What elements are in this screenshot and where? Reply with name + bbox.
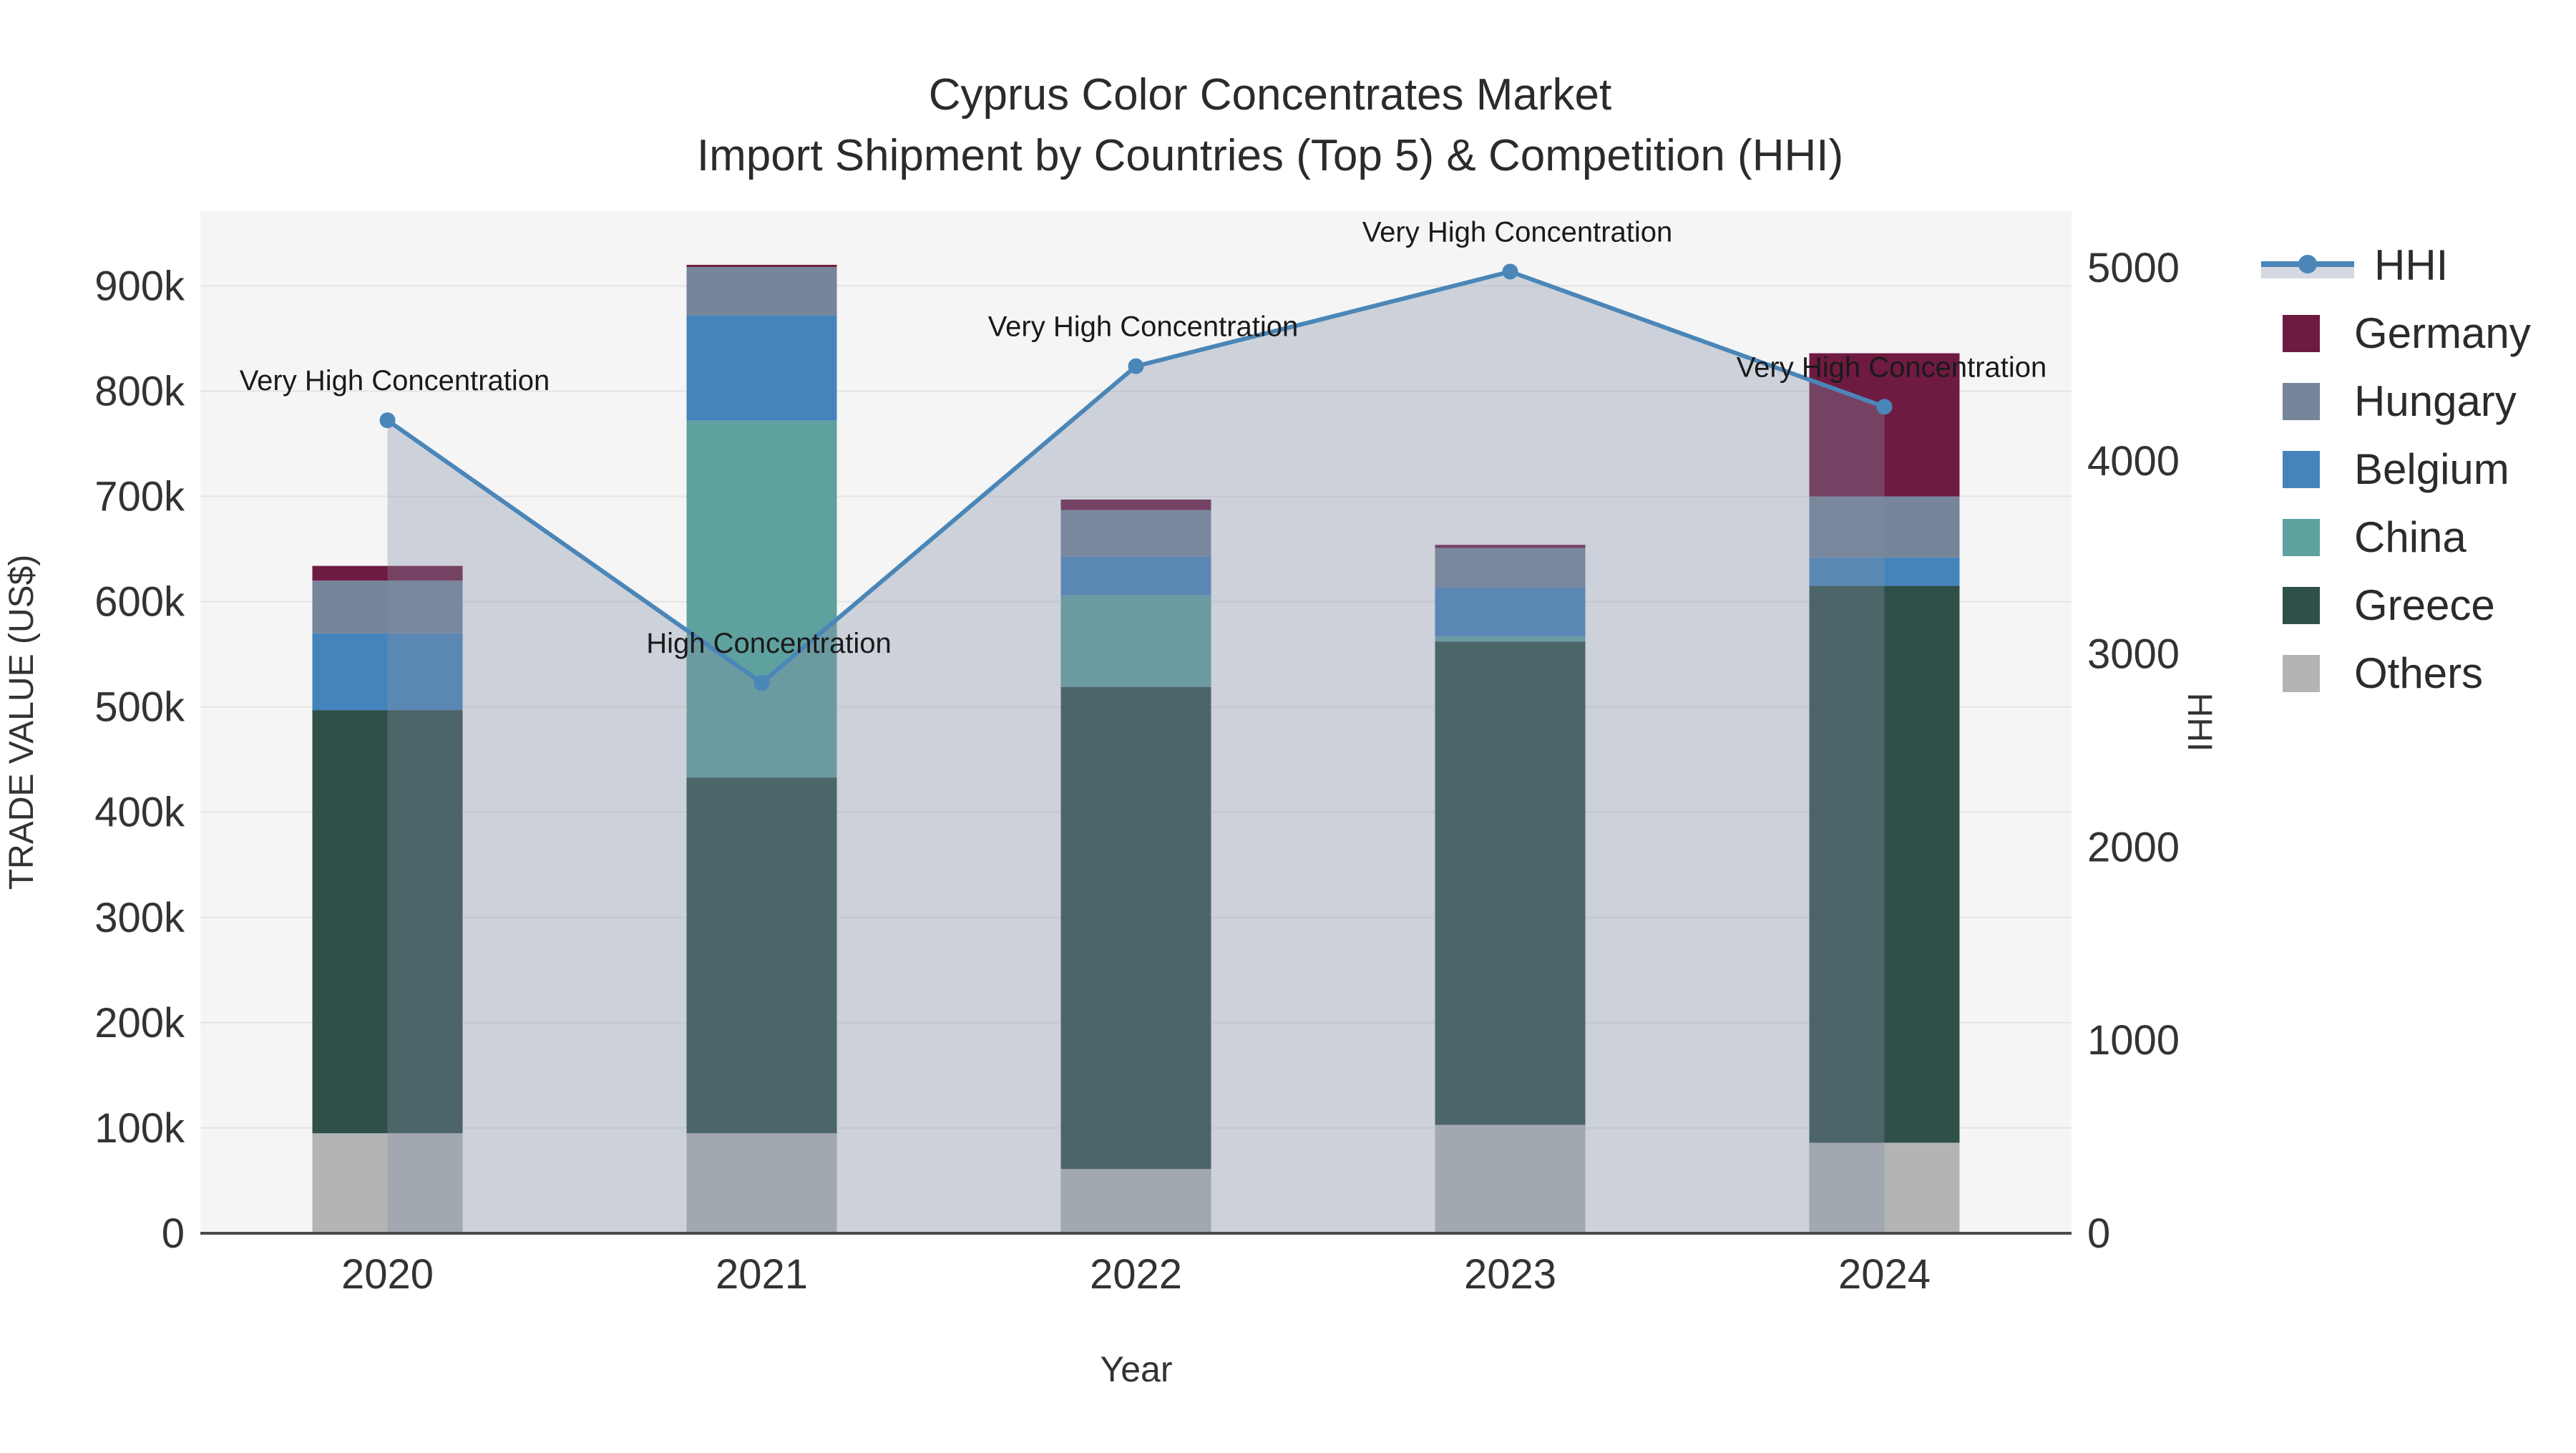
bar-segment-hungary-2024 xyxy=(1809,496,1960,558)
hhi-marker-2020 xyxy=(379,412,396,429)
bar-segment-others-2021 xyxy=(686,1133,837,1233)
annotation-2020: Very High Concentration xyxy=(240,365,550,397)
hhi-marker-2022 xyxy=(1128,358,1144,374)
bar-segment-belgium-2023 xyxy=(1435,588,1586,637)
chart-title-line2: Import Shipment by Countries (Top 5) & C… xyxy=(697,131,1843,180)
bar-segment-greece-2021 xyxy=(686,777,837,1134)
bar-segment-germany-2024 xyxy=(1809,353,1960,497)
y-axis-left-title: TRADE VALUE (US$) xyxy=(3,555,41,890)
bar-segment-others-2020 xyxy=(312,1133,463,1233)
bar-segment-china-2021 xyxy=(686,420,837,778)
legend-item-china[interactable]: China xyxy=(2261,512,2576,563)
y-right-tick-5000: 5000 xyxy=(2087,245,2180,291)
bar-segment-hungary-2020 xyxy=(312,580,463,633)
x-tick-2022: 2022 xyxy=(1090,1251,1182,1298)
y-left-tick-400k: 400k xyxy=(94,789,185,836)
legend-swatch-hungary xyxy=(2283,383,2320,420)
legend-swatch-belgium xyxy=(2283,451,2320,488)
y-left-tick-100k: 100k xyxy=(94,1105,185,1152)
bar-segment-germany-2022 xyxy=(1060,499,1211,510)
y-left-tick-600k: 600k xyxy=(94,579,185,626)
x-tick-2023: 2023 xyxy=(1464,1251,1556,1298)
legend-label-hungary: Hungary xyxy=(2354,377,2517,425)
legend-swatch-china xyxy=(2283,519,2320,556)
legend-swatch-germany xyxy=(2283,315,2320,352)
y-right-tick-0: 0 xyxy=(2087,1210,2110,1257)
hhi-area-fill xyxy=(387,271,1885,1234)
bar-segment-hungary-2023 xyxy=(1435,548,1586,588)
legend-label-greece: Greece xyxy=(2354,581,2495,629)
y-left-tick-0: 0 xyxy=(162,1210,185,1257)
bar-segment-germany-2021 xyxy=(686,265,837,267)
y-right-tick-1000: 1000 xyxy=(2087,1017,2180,1064)
annotation-2022: Very High Concentration xyxy=(988,311,1299,343)
y-left-tick-200k: 200k xyxy=(94,1000,185,1046)
bar-segment-china-2023 xyxy=(1435,636,1586,642)
legend-swatch-others xyxy=(2283,655,2320,692)
x-tick-2024: 2024 xyxy=(1838,1251,1931,1298)
legend-label-others: Others xyxy=(2354,649,2484,697)
y-left-tick-500k: 500k xyxy=(94,684,185,731)
bar-segment-greece-2022 xyxy=(1060,686,1211,1170)
y-left-tick-300k: 300k xyxy=(94,895,185,941)
y-right-tick-4000: 4000 xyxy=(2087,438,2180,485)
legend-item-others[interactable]: Others xyxy=(2261,648,2576,699)
x-tick-2021: 2021 xyxy=(716,1251,808,1298)
chart-title-line1: Cyprus Color Concentrates Market xyxy=(929,70,1611,120)
legend-line-swatch-hhi xyxy=(2261,247,2354,284)
bar-segment-belgium-2024 xyxy=(1809,557,1960,586)
hhi-marker-2024 xyxy=(1876,399,1893,415)
hhi-marker-2021 xyxy=(753,675,770,691)
y-right-tick-2000: 2000 xyxy=(2087,824,2180,870)
legend-label-china: China xyxy=(2354,513,2467,561)
chart-legend: HHI Germany Hungary Belgium China Greece Other… xyxy=(2261,240,2576,699)
legend-item-belgium[interactable]: Belgium xyxy=(2261,444,2576,495)
y-axis-right-title: HHI xyxy=(2180,693,2218,752)
bar-segment-belgium-2020 xyxy=(312,633,463,711)
bar-segment-germany-2020 xyxy=(312,565,463,581)
y-left-tick-800k: 800k xyxy=(94,368,185,414)
bar-segment-greece-2020 xyxy=(312,710,463,1134)
y-left-tick-700k: 700k xyxy=(94,474,185,520)
bar-segment-hungary-2021 xyxy=(686,266,837,316)
legend-label-belgium: Belgium xyxy=(2354,445,2509,493)
legend-item-greece[interactable]: Greece xyxy=(2261,580,2576,631)
legend-label-hhi: HHI xyxy=(2374,241,2449,289)
legend-swatch-greece xyxy=(2283,587,2320,624)
y-right-tick-3000: 3000 xyxy=(2087,631,2180,678)
legend-label-germany: Germany xyxy=(2354,309,2531,357)
legend-item-hungary[interactable]: Hungary xyxy=(2261,376,2576,427)
bar-segment-others-2022 xyxy=(1060,1169,1211,1233)
legend-item-germany[interactable]: Germany xyxy=(2261,308,2576,359)
bar-segment-others-2023 xyxy=(1435,1124,1586,1233)
hhi-marker-2023 xyxy=(1502,263,1518,280)
bar-segment-germany-2023 xyxy=(1435,545,1586,548)
bar-segment-china-2022 xyxy=(1060,595,1211,687)
bar-segment-greece-2024 xyxy=(1809,585,1960,1143)
annotation-2024: Very High Concentration xyxy=(1737,351,2047,383)
annotation-2023: Very High Concentration xyxy=(1362,216,1673,248)
legend-item-hhi[interactable]: HHI xyxy=(2261,240,2576,291)
bar-segment-belgium-2021 xyxy=(686,315,837,421)
bar-segment-greece-2023 xyxy=(1435,641,1586,1125)
y-left-tick-900k: 900k xyxy=(94,263,185,309)
bar-segment-others-2024 xyxy=(1809,1142,1960,1233)
bar-segment-hungary-2022 xyxy=(1060,510,1211,557)
x-tick-2020: 2020 xyxy=(341,1251,434,1298)
x-axis-title: Year xyxy=(1100,1349,1172,1389)
bar-segment-belgium-2022 xyxy=(1060,556,1211,596)
annotation-2021: High Concentration xyxy=(646,628,891,659)
